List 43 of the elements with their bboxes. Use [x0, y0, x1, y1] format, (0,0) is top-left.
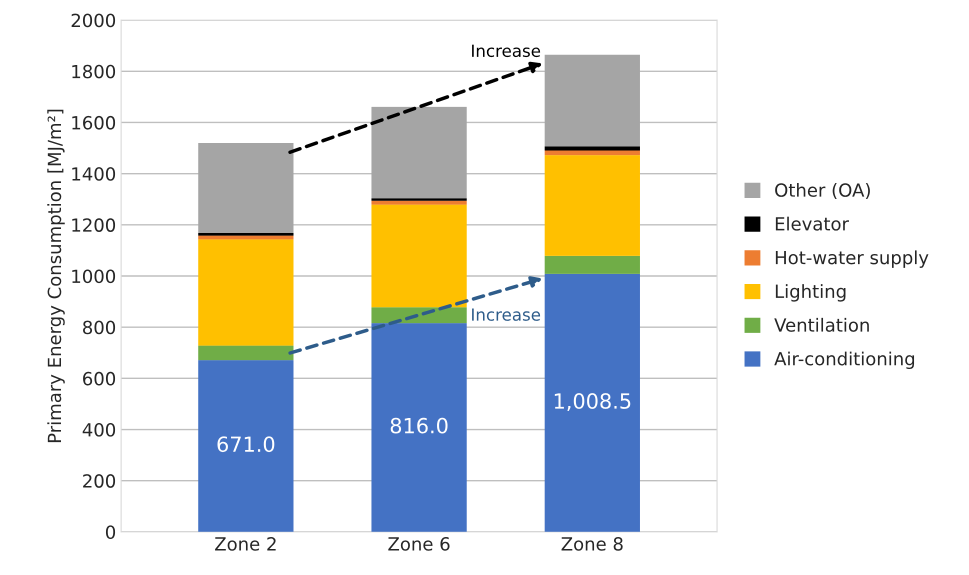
- bar: [544, 146, 640, 150]
- bar: [544, 155, 640, 256]
- bar: [544, 256, 640, 274]
- x-tick-label: Zone 6: [388, 537, 450, 551]
- y-tick-label: 0: [106, 525, 116, 539]
- bar: [544, 150, 640, 156]
- y-tick-label: 1600: [72, 116, 116, 130]
- y-axis-title: Primary Energy Consumption [MJ/m²]: [47, 110, 65, 442]
- bar: [544, 54, 640, 146]
- data-label: 1,008.5: [554, 393, 630, 412]
- annotation: Increase: [472, 308, 540, 321]
- y-tick-label: 400: [82, 422, 116, 437]
- y-tick-label: 1400: [72, 167, 116, 181]
- bar: [198, 360, 294, 532]
- annotation: Increase: [472, 44, 540, 58]
- bar: [371, 323, 467, 532]
- x-tick-label: Zone 2: [215, 537, 276, 551]
- bar: [198, 239, 294, 346]
- bar: [371, 198, 467, 201]
- y-tick-label: 1800: [72, 64, 116, 78]
- bar: [198, 346, 294, 360]
- legend-label: Elevator: [776, 216, 849, 231]
- y-tick-label: 1200: [72, 218, 116, 232]
- data-label: 816.0: [390, 418, 448, 434]
- y-tick-label: 600: [83, 372, 116, 386]
- legend-label: Air-conditioning: [774, 352, 914, 370]
- y-tick-label: 2000: [72, 14, 116, 28]
- y-tick-label: 200: [83, 474, 116, 488]
- legend-label: Ventilation: [774, 318, 869, 332]
- x-tick-label: Zone 8: [562, 537, 623, 551]
- y-tick-label: 800: [83, 320, 116, 334]
- legend-label: Lighting: [776, 284, 846, 302]
- bar: [371, 200, 467, 205]
- bar: [198, 233, 294, 236]
- legend-label: Other (OA): [775, 182, 870, 200]
- bar: [544, 274, 640, 532]
- data-label: 671.0: [217, 436, 274, 452]
- bar: [371, 106, 467, 198]
- legend-label: Hot-water supply: [776, 250, 928, 268]
- y-tick-label: 1000: [72, 269, 116, 284]
- bar: [198, 236, 294, 240]
- bar: [198, 142, 294, 234]
- bar: [371, 204, 467, 308]
